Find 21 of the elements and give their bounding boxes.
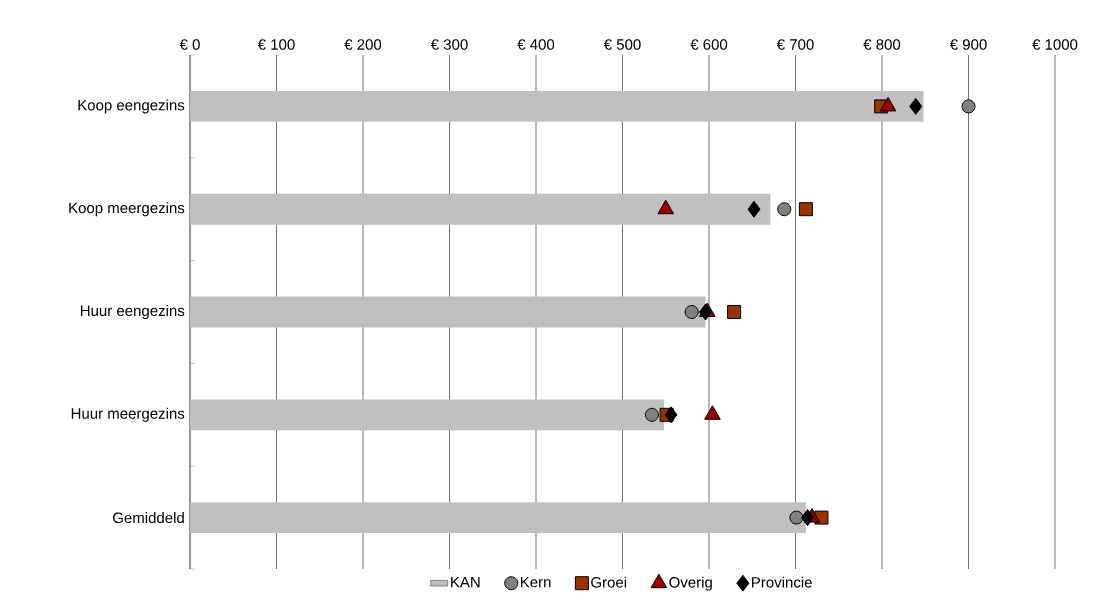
y-tick-label: Gemiddeld [113, 512, 184, 524]
x-tick-label: € 100 [257, 39, 295, 50]
x-tick-label: € 0 [179, 39, 200, 50]
x-tick-label: € 900 [949, 39, 987, 50]
y-tick-label: Huur meergezins [71, 407, 185, 422]
y-tick-label: Huur eengezins [80, 305, 185, 319]
legend-label: Overig [669, 576, 712, 591]
legend-label: Kern [520, 576, 551, 588]
legend-label: Groei [591, 576, 627, 588]
y-tick-label: Koop eengezins [78, 99, 185, 114]
x-tick-label: € 700 [776, 39, 814, 50]
legend-label: Provincie [752, 576, 812, 588]
x-tick-label: € 500 [603, 39, 641, 50]
x-tick-label: € 1000 [1032, 39, 1078, 50]
x-tick-label: € 300 [430, 39, 468, 50]
x-tick-label: € 200 [344, 39, 382, 50]
x-tick-label: € 600 [690, 39, 728, 50]
x-tick-label: € 400 [517, 39, 555, 50]
x-tick-label: € 800 [863, 39, 901, 50]
y-tick-label: Koop meergezins [69, 202, 185, 217]
legend-label: KAN [451, 576, 480, 588]
